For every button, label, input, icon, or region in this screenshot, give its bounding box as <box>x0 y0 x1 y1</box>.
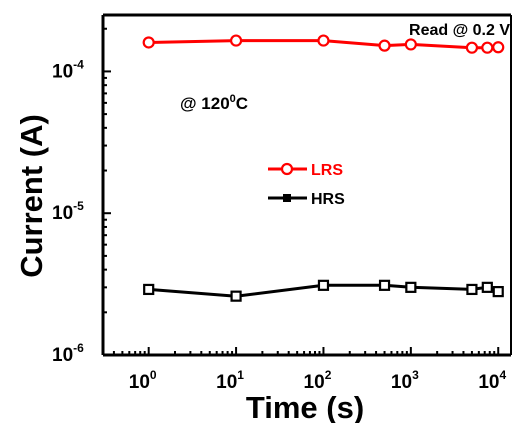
x-tick-label-exponent: 0 <box>150 368 157 382</box>
y-tick-label-exponent: -4 <box>73 57 84 71</box>
x-tick-label: 102 <box>304 368 332 393</box>
x-tick-label: 103 <box>391 368 419 393</box>
temperature-unit: C <box>236 94 248 113</box>
x-tick-label: 100 <box>129 368 157 393</box>
data-point-lrs <box>404 38 417 51</box>
data-point-hrs <box>230 290 242 302</box>
y-tick-label-base: 10 <box>52 203 73 224</box>
legend-item-hrs: HRS <box>268 191 345 208</box>
x-tick-label-base: 10 <box>391 372 412 393</box>
legend-item-lrs: LRS <box>268 162 343 179</box>
legend: LRS HRS <box>268 162 345 208</box>
data-point-hrs <box>405 281 417 293</box>
y-tick-label: 10-6 <box>52 341 84 366</box>
x-tick-label-exponent: 2 <box>325 368 332 382</box>
x-axis-title: Time (s) <box>246 390 364 423</box>
data-point-hrs <box>378 279 391 291</box>
series-layer <box>142 34 505 302</box>
read-voltage-annotation: Read @ 0.2 V <box>409 22 510 39</box>
y-tick-label-base: 10 <box>52 61 73 82</box>
y-tick-label-base: 10 <box>52 345 73 366</box>
plot-frame <box>101 13 512 357</box>
axis-ticks <box>102 27 500 356</box>
x-tick-label-exponent: 1 <box>237 368 244 382</box>
data-point-lrs <box>317 34 330 47</box>
data-point-hrs <box>143 283 155 296</box>
y-tick-label: 10-4 <box>52 57 84 82</box>
x-tick-label-exponent: 3 <box>412 368 419 382</box>
data-point-hrs <box>466 283 478 296</box>
y-tick-label-exponent: -6 <box>73 341 84 355</box>
data-point-hrs <box>492 285 504 298</box>
legend-marker-hrs <box>283 194 291 202</box>
data-point-lrs <box>229 34 243 47</box>
x-tick-label-exponent: 4 <box>499 368 506 382</box>
x-tick-label-base: 10 <box>304 372 325 393</box>
x-tick-label: 101 <box>216 368 244 393</box>
legend-label-lrs: LRS <box>311 162 343 179</box>
x-tick-label: 104 <box>478 368 506 393</box>
data-point-lrs <box>492 41 505 54</box>
y-tick-label: 10-5 <box>52 199 84 224</box>
x-tick-label-base: 10 <box>478 372 499 393</box>
x-tick-label-base: 10 <box>129 372 150 393</box>
data-point-hrs <box>481 281 493 293</box>
series-hrs <box>143 279 504 302</box>
data-point-lrs <box>378 39 391 52</box>
series-lrs <box>142 34 505 54</box>
temperature-annotation: @ 1200C <box>180 93 248 113</box>
data-point-lrs <box>481 41 494 54</box>
legend-label-hrs: HRS <box>311 191 345 208</box>
x-tick-label-base: 10 <box>216 372 237 393</box>
y-axis-title: Current (A) <box>14 114 49 278</box>
temperature-prefix: @ 120 <box>180 94 230 113</box>
data-point-lrs <box>465 41 479 54</box>
data-point-lrs <box>142 36 155 49</box>
y-tick-label-exponent: -5 <box>73 199 84 213</box>
temperature-degree: 0 <box>230 93 236 105</box>
legend-marker-lrs <box>280 162 294 176</box>
data-point-hrs <box>317 279 330 291</box>
